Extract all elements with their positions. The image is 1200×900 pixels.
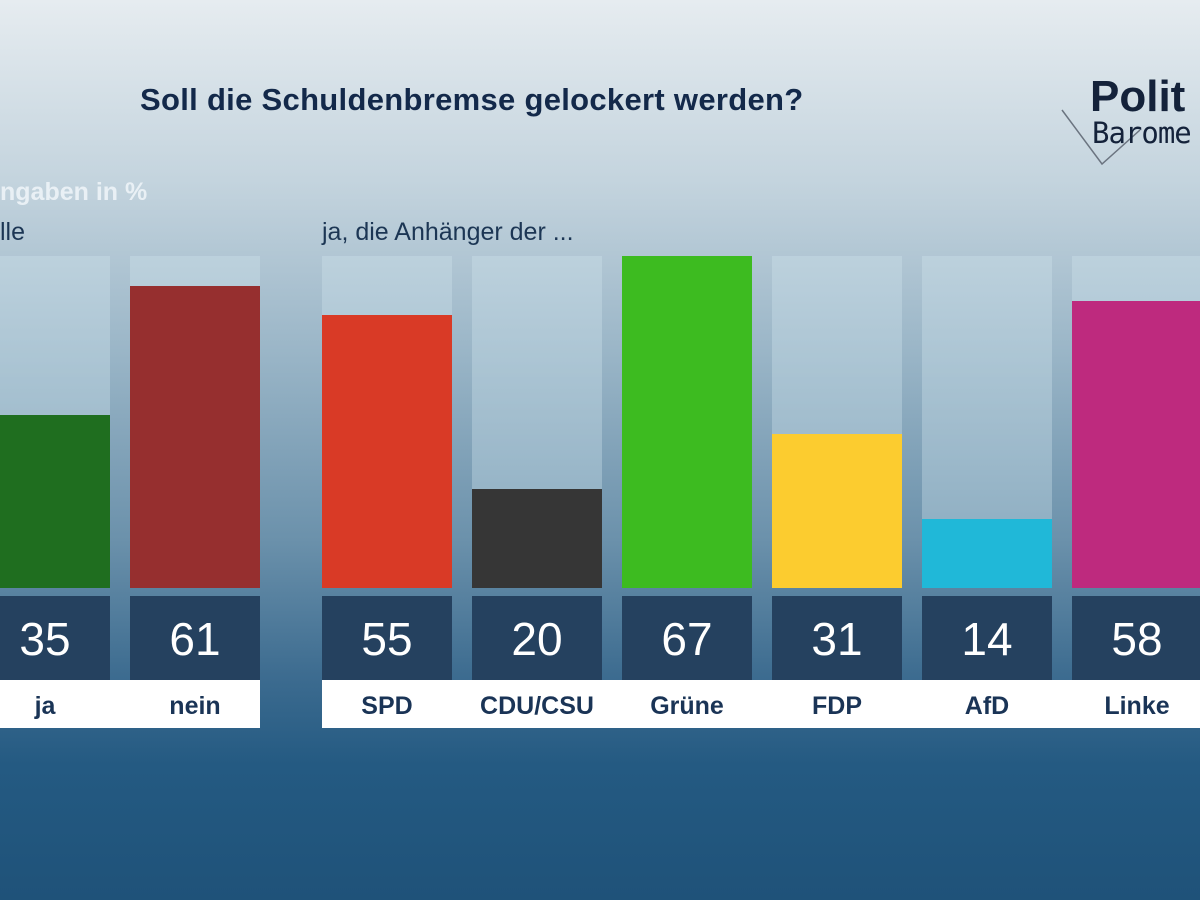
bar-ja: [0, 414, 110, 588]
bar-linke: [1072, 300, 1200, 588]
category-label: nein: [130, 680, 260, 728]
value-label: 14: [922, 596, 1052, 680]
bar-grüne: [622, 256, 752, 588]
category-label: Linke: [1072, 680, 1200, 728]
bar-cducsu: [472, 488, 602, 588]
category-label: Grüne: [622, 680, 752, 728]
value-label: 31: [772, 596, 902, 680]
group-label-all: lle: [0, 218, 26, 246]
logo-line2: Barome: [1092, 116, 1192, 150]
checkmark-icon: [1061, 109, 1141, 166]
value-label: 55: [322, 596, 452, 680]
group-label-supporters: ja, die Anhänger der ...: [322, 218, 574, 246]
category-label: CDU/CSU: [472, 680, 602, 728]
bar-nein: [130, 285, 260, 588]
bar-spd: [322, 315, 452, 588]
category-label: ja: [0, 680, 110, 728]
politbarometer-logo: Polit Barome: [1060, 72, 1200, 172]
value-label: 58: [1072, 596, 1200, 680]
value-label: 61: [130, 596, 260, 680]
value-label: 67: [622, 596, 752, 680]
logo-line1: Polit: [1090, 72, 1186, 121]
category-label: FDP: [772, 680, 902, 728]
bar-afd: [922, 518, 1052, 588]
label-band-parties: [322, 680, 1200, 728]
category-label: AfD: [922, 680, 1052, 728]
value-label: 35: [0, 596, 110, 680]
category-label: SPD: [322, 680, 452, 728]
bar-fdp: [772, 434, 902, 588]
units-label: ngaben in %: [0, 178, 148, 206]
value-label: 20: [472, 596, 602, 680]
chart-title: Soll die Schuldenbremse gelockert werden…: [140, 82, 804, 117]
